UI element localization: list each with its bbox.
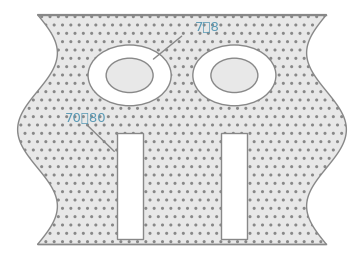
Circle shape — [88, 45, 171, 106]
Bar — [221, 134, 248, 239]
Bar — [116, 134, 143, 239]
Circle shape — [193, 45, 276, 106]
Circle shape — [106, 58, 153, 93]
Text: 7、8: 7、8 — [195, 21, 219, 34]
Circle shape — [211, 58, 258, 93]
Polygon shape — [17, 15, 347, 245]
Text: 70、80: 70、80 — [64, 112, 106, 125]
